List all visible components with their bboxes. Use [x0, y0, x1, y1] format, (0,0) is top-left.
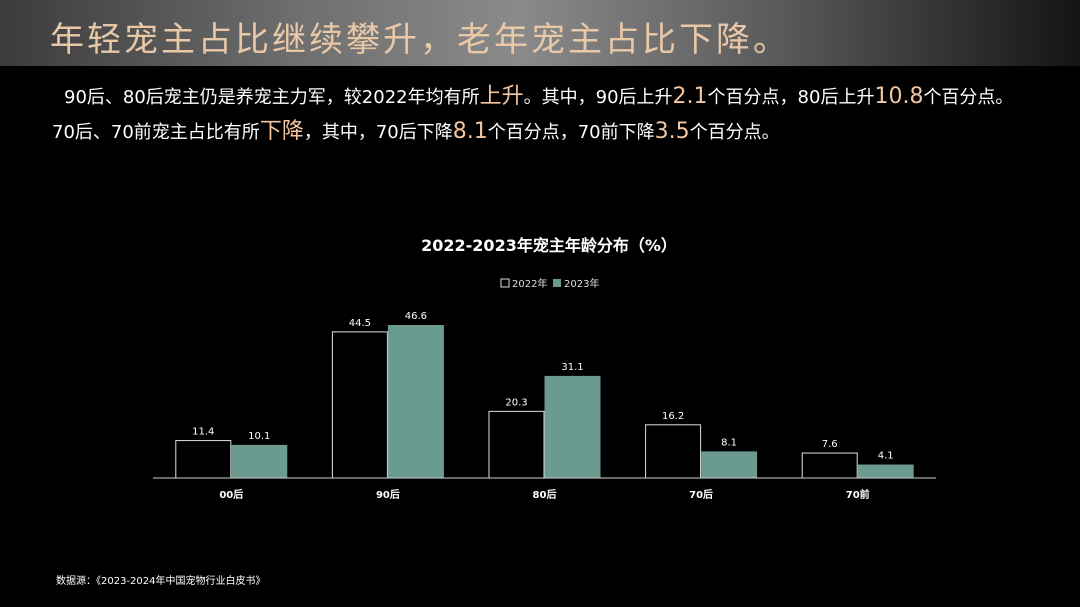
summary-line-2: 70后、70前宠主占比有所下降，其中，70后下降8.1个百分点，70前下降3.5…	[52, 115, 1076, 150]
summary-text: 90后、80后宠主仍是养宠主力军，较2022年均有所上升。其中，90后上升2.1…	[52, 80, 1076, 150]
data-label-2023: 10.1	[248, 431, 270, 442]
highlight-text: 下降	[259, 119, 304, 144]
summary-line-1: 90后、80后宠主仍是养宠主力军，较2022年均有所上升。其中，90后上升2.1…	[52, 80, 1076, 115]
bar-2022	[645, 424, 702, 479]
bar-2023	[544, 375, 601, 478]
summary-text-segment: 个百分点。	[689, 122, 780, 143]
summary-text-segment: 90后、80后宠主仍是养宠主力军，较2022年均有所	[64, 87, 480, 108]
legend-label-2022: 2022年	[512, 277, 547, 290]
data-label-2022: 11.4	[192, 427, 214, 438]
data-label-2023: 8.1	[721, 437, 737, 448]
legend-swatch-2022	[500, 278, 510, 288]
bar-2022	[175, 440, 232, 479]
data-label-2023: 31.1	[561, 362, 583, 373]
summary-text-segment: ，其中，70后下降	[303, 122, 453, 143]
summary-text-segment: 个百分点，80后上升	[707, 87, 875, 108]
data-label-2023: 46.6	[405, 311, 427, 322]
x-tick-label: 00后	[219, 488, 243, 501]
bar-2023	[231, 444, 288, 478]
slide-title: 年轻宠主占比继续攀升，老年宠主占比下降。	[50, 20, 790, 60]
highlight-text: 上升	[479, 84, 524, 109]
data-source-note: 数据源：《2023-2024年中国宠物行业白皮书》	[56, 576, 266, 587]
data-label-2023: 4.1	[878, 451, 894, 462]
bar-2023	[701, 451, 758, 478]
chart-title: 2022-2023年宠主年龄分布（%）	[421, 236, 677, 255]
x-tick-label: 70前	[846, 488, 870, 501]
legend-label-2023: 2023年	[564, 277, 599, 290]
data-label-2022: 16.2	[662, 411, 684, 422]
highlight-text: 2.1	[672, 84, 708, 109]
data-label-2022: 7.6	[822, 439, 838, 450]
bar-2023	[857, 464, 914, 478]
highlight-text: 10.8	[874, 84, 924, 109]
highlight-text: 3.5	[654, 119, 690, 144]
bar-2022	[801, 452, 858, 479]
highlight-text: 8.1	[452, 119, 488, 144]
summary-text-segment: 个百分点。	[923, 87, 1014, 108]
bar-2022	[488, 410, 545, 479]
bar-2023	[387, 325, 444, 478]
summary-text-segment: 个百分点，70前下降	[487, 122, 655, 143]
bar-2022	[331, 331, 388, 479]
x-tick-label: 70后	[689, 488, 713, 501]
summary-text-segment: 。其中，90后上升	[523, 87, 673, 108]
legend-swatch-2023	[553, 279, 561, 287]
summary-text-segment: 70后、70前宠主占比有所	[52, 122, 260, 143]
data-label-2022: 44.5	[349, 318, 371, 329]
data-label-2022: 20.3	[505, 397, 527, 408]
x-tick-label: 80后	[533, 488, 557, 501]
x-tick-label: 90后	[376, 488, 400, 501]
title-banner: 年轻宠主占比继续攀升，老年宠主占比下降。	[0, 0, 1080, 66]
